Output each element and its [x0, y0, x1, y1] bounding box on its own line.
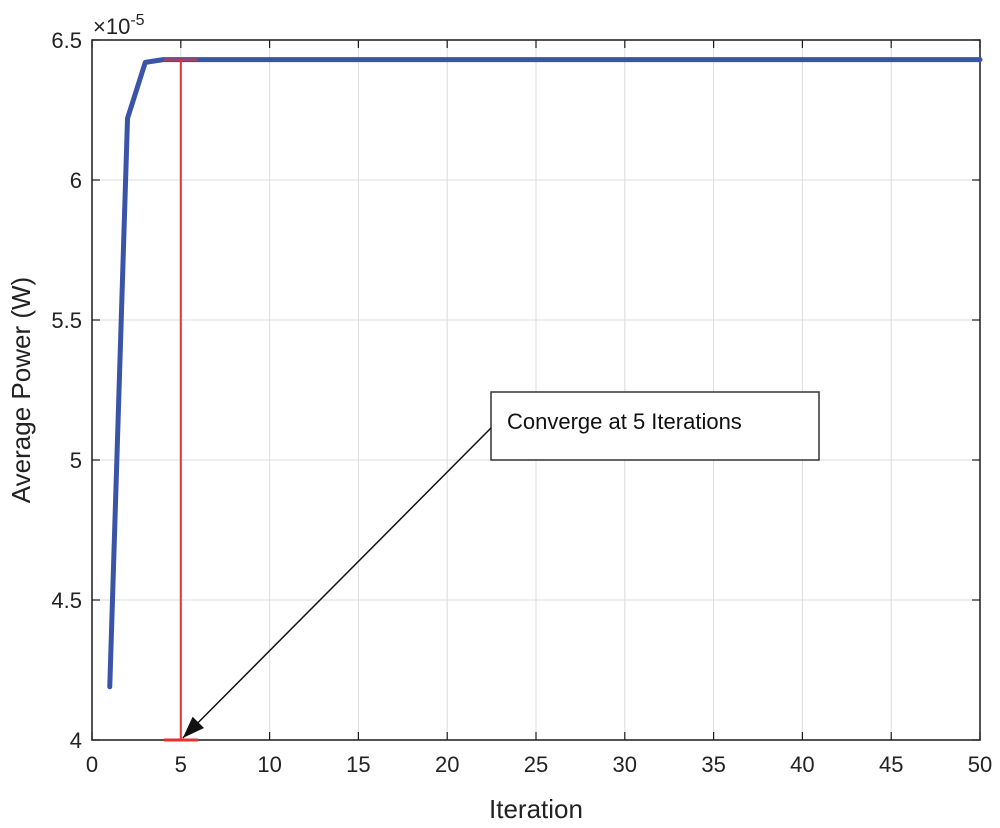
x-tick-label: 30	[613, 752, 637, 777]
y-tick-label: 4.5	[51, 588, 82, 613]
x-tick-label: 40	[790, 752, 814, 777]
x-tick-label: 25	[524, 752, 548, 777]
y-axis-title: Average Power (W)	[6, 277, 36, 503]
series-layer	[107, 57, 983, 690]
y-tick-label: 5	[70, 448, 82, 473]
ticks-layer: 0 5 10 15 20 25 30 35 40 45 50 4 4.5 5 5.5 6 6.5	[51, 28, 992, 777]
x-tick-label: 50	[968, 752, 992, 777]
annotation-layer: Converge at 5 Iterations	[182, 391, 820, 739]
y-exponent-base: ×10	[93, 14, 130, 39]
x-tick-label: 20	[435, 752, 459, 777]
grid-layer	[92, 40, 980, 740]
x-axis-title: Iteration	[489, 794, 583, 824]
y-tick-label: 6.5	[51, 28, 82, 53]
x-tick-label: 0	[86, 752, 98, 777]
x-tick-label: 45	[879, 752, 903, 777]
y-tick-label: 6	[70, 168, 82, 193]
marker-layer	[163, 58, 198, 742]
x-tick-label: 15	[346, 752, 370, 777]
x-tick-label: 10	[257, 752, 281, 777]
annotation-arrowhead	[182, 716, 204, 738]
y-tick-label: 4	[70, 728, 82, 753]
annotation-box	[490, 391, 820, 461]
y-tick-label: 5.5	[51, 308, 82, 333]
annotation-arrow	[182, 427, 492, 739]
y-axis-exponent: ×10-5	[93, 12, 145, 39]
y-exponent-power: -5	[130, 12, 144, 29]
x-tick-label: 35	[701, 752, 725, 777]
x-tick-label: 5	[175, 752, 187, 777]
annotation-text: Converge at 5 Iterations	[507, 409, 742, 434]
series-line	[107, 57, 983, 690]
